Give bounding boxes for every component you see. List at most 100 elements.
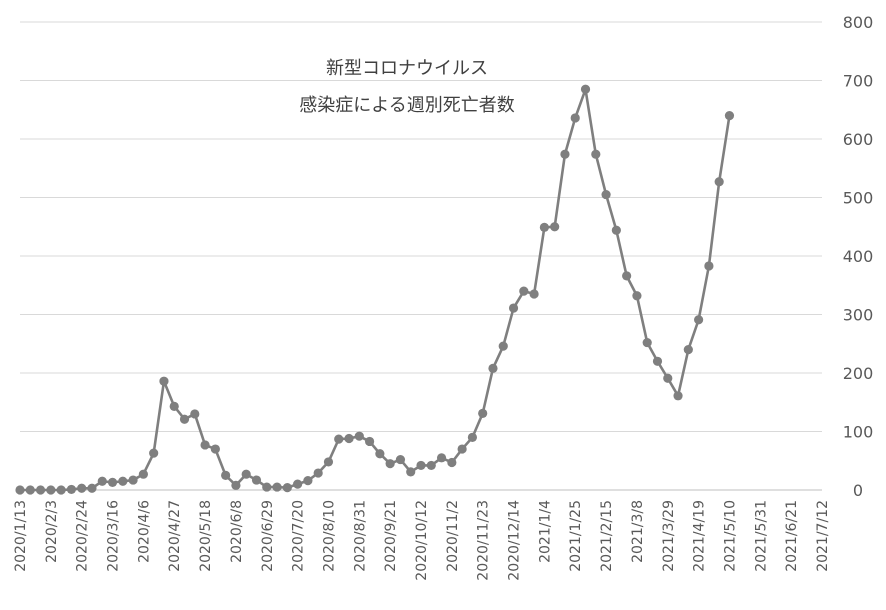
data-point [293, 479, 303, 489]
x-tick-label: 2021/1/25 [568, 500, 584, 572]
data-point [323, 457, 334, 467]
y-tick-label: 800 [843, 13, 874, 32]
data-point [560, 149, 570, 159]
data-point [550, 222, 560, 232]
data-point [642, 337, 652, 348]
x-tick-label: 2020/2/24 [75, 500, 91, 572]
x-tick-label: 2020/8/31 [352, 500, 368, 572]
data-point [262, 482, 272, 492]
data-point [251, 475, 262, 485]
x-tick-label: 2020/12/14 [507, 500, 523, 581]
data-point [138, 469, 148, 479]
data-point [313, 468, 323, 478]
data-point [601, 189, 611, 200]
data-point [519, 286, 529, 296]
data-point [478, 408, 488, 418]
data-point [35, 485, 46, 495]
data-point [539, 222, 549, 232]
data-points [15, 84, 735, 495]
x-tick-label: 2020/1/13 [13, 500, 29, 572]
data-point [334, 434, 344, 444]
data-point [406, 467, 416, 477]
data-point [169, 401, 179, 411]
data-point [303, 476, 313, 486]
x-tick-label: 2021/3/29 [661, 500, 677, 572]
data-point [714, 177, 724, 187]
data-point [241, 469, 251, 479]
x-tick-label: 2021/5/10 [722, 500, 738, 572]
x-tick-label: 2021/7/12 [815, 500, 831, 572]
y-tick-label: 400 [843, 247, 874, 266]
data-point [570, 113, 580, 123]
data-point [580, 84, 591, 94]
y-tick-label: 700 [843, 72, 874, 91]
data-point [457, 444, 467, 454]
data-point [724, 111, 735, 121]
y-tick-label: 600 [843, 130, 874, 149]
x-tick-label: 2020/6/8 [229, 500, 245, 563]
data-point [632, 291, 642, 301]
chart-title: 新型コロナウイルス [326, 58, 488, 79]
data-point [87, 483, 97, 493]
data-point [118, 476, 128, 486]
y-tick-label: 0 [853, 481, 863, 500]
data-point [190, 409, 200, 419]
data-point [385, 459, 395, 469]
x-tick-label: 2020/2/3 [44, 500, 60, 563]
data-point [56, 485, 66, 495]
x-tick-label: 2020/11/2 [445, 500, 461, 572]
x-tick-label: 2021/3/8 [630, 500, 646, 563]
series-line-group [20, 87, 731, 492]
data-point [149, 448, 159, 458]
chart-subtitle: 感染症による週別死亡者数 [299, 95, 514, 116]
data-point [210, 444, 220, 454]
data-point [488, 363, 498, 373]
data-point [15, 485, 25, 495]
data-point [221, 470, 231, 480]
data-point [683, 345, 693, 355]
data-point [354, 431, 364, 441]
data-point [467, 432, 478, 442]
data-point [673, 391, 683, 401]
data-point [128, 475, 138, 485]
y-tick-label: 200 [843, 364, 874, 383]
data-point [375, 449, 385, 459]
data-point [508, 303, 519, 313]
data-point [77, 483, 87, 493]
data-point [652, 356, 663, 366]
series-line [20, 87, 731, 492]
data-point [25, 485, 35, 495]
x-axis-ticks: 2020/1/13 2020/2/3 2020/2/24 2020/3/16 2020/… [13, 500, 831, 581]
y-axis-ticks: 0 100 200 300 400 500 600 700 800 [843, 13, 874, 500]
data-point [97, 476, 107, 486]
data-point [529, 289, 539, 299]
x-tick-label: 2021/6/21 [784, 500, 800, 572]
data-point [231, 480, 241, 490]
data-point [416, 460, 426, 471]
data-point [663, 373, 673, 383]
y-tick-label: 500 [843, 189, 874, 208]
data-point [694, 315, 704, 325]
data-point [46, 485, 56, 495]
data-point [447, 457, 457, 468]
x-tick-label: 2021/1/4 [537, 500, 553, 563]
data-point [395, 454, 406, 465]
data-point [622, 271, 632, 281]
x-tick-label: 2021/4/19 [692, 500, 708, 572]
data-point [107, 477, 118, 487]
data-point [272, 482, 282, 492]
data-point [426, 460, 436, 471]
x-tick-label: 2020/8/10 [321, 500, 337, 572]
y-tick-label: 100 [843, 423, 874, 442]
x-tick-label: 2020/10/12 [414, 500, 430, 581]
data-point [179, 414, 190, 424]
data-point [200, 440, 210, 450]
data-point [498, 341, 508, 351]
data-point [364, 436, 375, 447]
x-tick-label: 2020/4/6 [136, 500, 152, 563]
x-tick-label: 2020/4/27 [167, 500, 183, 572]
data-point [282, 483, 292, 493]
data-point [159, 376, 169, 386]
